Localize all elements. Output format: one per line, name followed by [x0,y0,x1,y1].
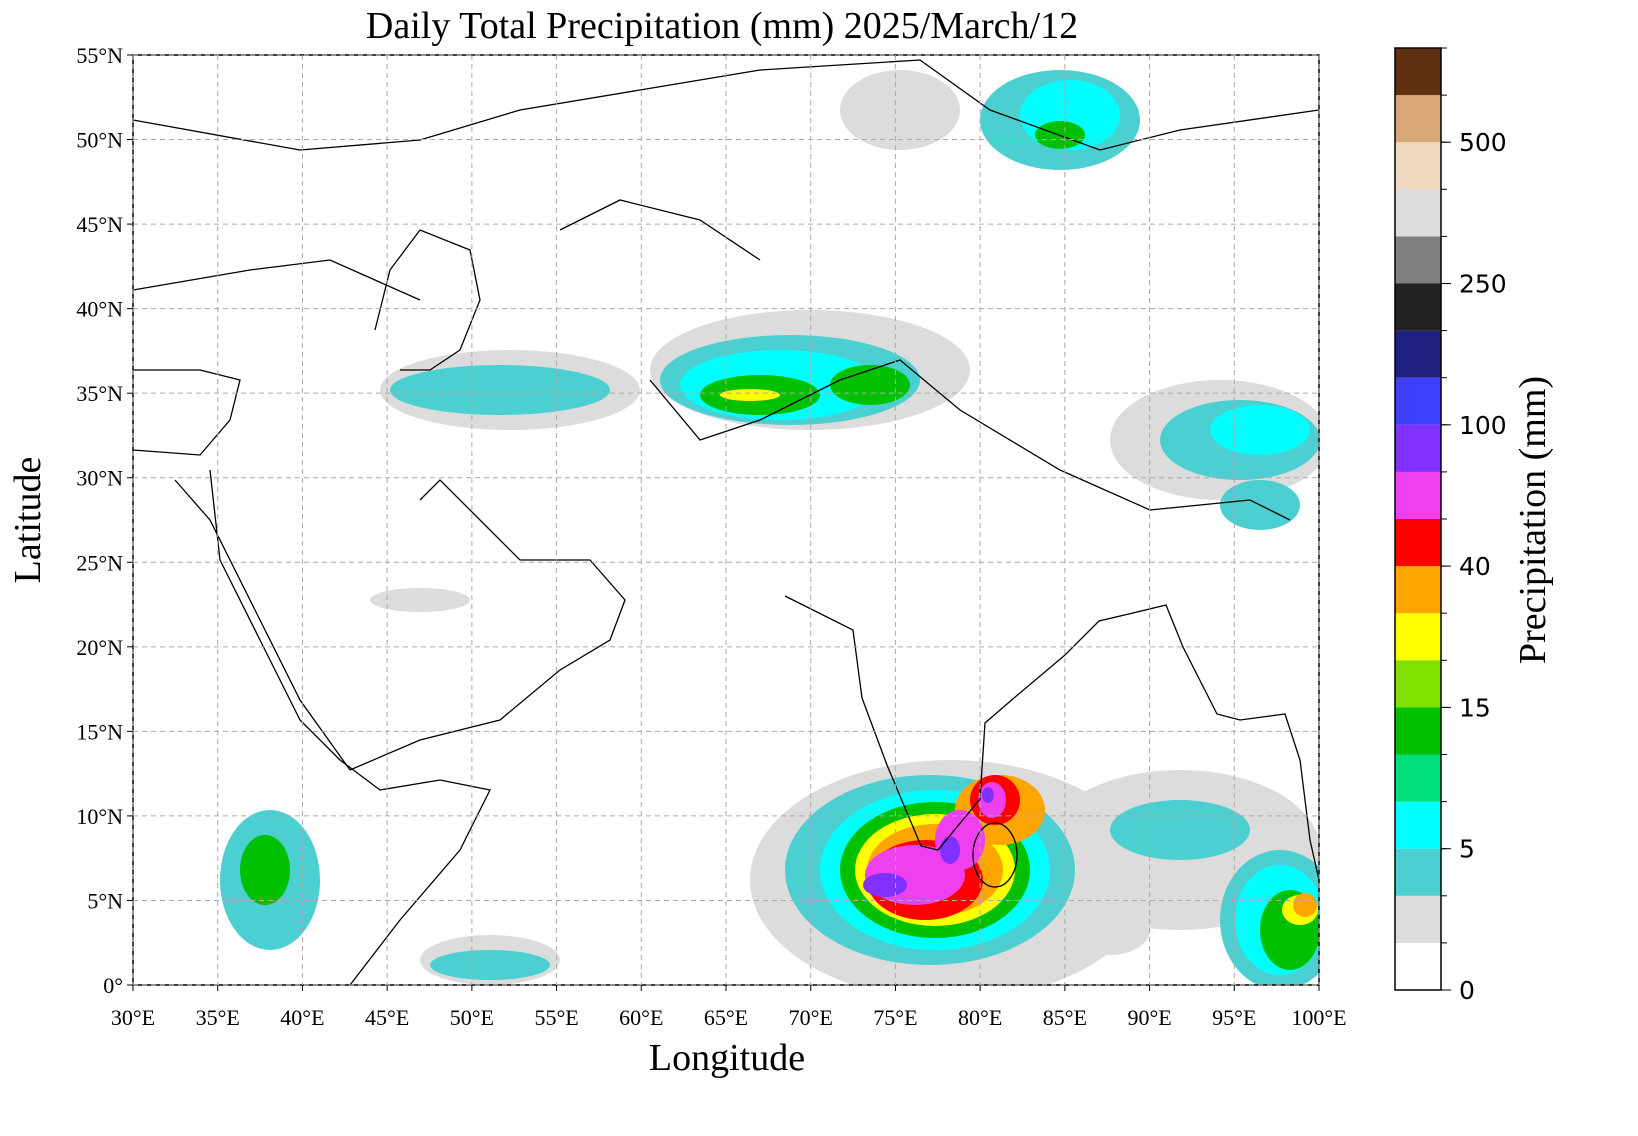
colorbar-bin [1395,895,1441,943]
map-title: Daily Total Precipitation (mm) 2025/Marc… [366,5,1078,47]
x-tick-label: 100°E [1291,1005,1346,1030]
x-tick-label: 50°E [450,1005,494,1030]
colorbar-tick-label: 40 [1459,552,1491,581]
x-tick-label: 80°E [958,1005,1002,1030]
x-tick-label: 60°E [619,1005,663,1030]
coastline-red-sea-africa [209,469,491,985]
y-tick-label: 25°N [76,550,123,575]
y-tick-label: 55°N [76,43,123,68]
x-tick-label: 85°E [1043,1005,1087,1030]
x-tick-label: 95°E [1212,1005,1256,1030]
border-lines [133,59,1319,521]
colorbar-tick-label: 5 [1459,835,1475,864]
colorbar-label: Precipitation (mm) [1512,376,1554,664]
x-tick-label: 90°E [1127,1005,1171,1030]
colorbar-bin [1395,424,1441,472]
colorbar-bin [1395,754,1441,802]
colorbar-bin [1395,283,1441,331]
colorbar-bin [1395,801,1441,849]
y-tick-label: 30°N [76,466,123,491]
colorbar-tick-label: 100 [1459,411,1507,440]
y-axis-label: Latitude [7,457,49,584]
colorbar-bin [1395,330,1441,378]
x-tick-label: 30°E [111,1005,155,1030]
y-tick-label: 35°N [76,381,123,406]
x-tick-label: 65°E [704,1005,748,1030]
colorbar-bin [1395,848,1441,896]
coastline-mediterranean [133,369,241,456]
x-tick-label: 40°E [280,1005,324,1030]
y-tick-label: 0° [103,973,123,998]
colorbar-bin [1395,613,1441,661]
colorbar-frame [1394,47,1442,991]
y-tick-label: 15°N [76,719,123,744]
grid [132,54,1320,986]
precipitation-field [220,70,1319,985]
colorbar-bin [1395,471,1441,519]
coastline-sri-lanka [972,822,1018,888]
colorbar-tick-label: 250 [1459,270,1507,299]
coastline-india [784,595,1319,881]
colorbar-tick-label: 15 [1459,693,1491,722]
colorbar: 0 5 15 40 100 250 500 [1394,47,1507,1005]
colorbar-bin [1395,519,1441,567]
colorbar-bin [1395,377,1441,425]
colorbar-tick-label: 0 [1459,976,1475,1005]
colorbar-bin [1395,189,1441,237]
ticks: 30°E 35°E 40°E 45°E 50°E 55°E 60°E 65°E 70°E 75°E… [76,43,1346,1030]
x-tick-label: 55°E [534,1005,578,1030]
colorbar-bin [1395,95,1441,143]
colorbar-bin [1395,236,1441,284]
x-axis-label: Longitude [649,1037,805,1079]
coastlines [133,59,1319,985]
y-tick-label: 45°N [76,212,123,237]
colorbar-bin [1395,142,1441,190]
y-tick-label: 20°N [76,635,123,660]
colorbar-bin [1395,707,1441,755]
y-tick-label: 40°N [76,297,123,322]
colorbar-bin [1395,566,1441,614]
colorbar-bin [1395,48,1441,96]
precip-80 [863,787,994,897]
y-tick-label: 50°N [76,128,123,153]
x-tick-label: 45°E [365,1005,409,1030]
colorbar-bin [1395,942,1441,990]
y-tick-label: 10°N [76,804,123,829]
coastline-arabia [174,479,626,771]
x-tick-label: 70°E [789,1005,833,1030]
colorbar-bin [1395,660,1441,708]
y-tick-label: 5°N [87,888,123,913]
x-tick-label: 35°E [196,1005,240,1030]
x-tick-label: 75°E [873,1005,917,1030]
colorbar-tick-label: 500 [1459,128,1507,157]
coastline-caspian [374,229,481,371]
